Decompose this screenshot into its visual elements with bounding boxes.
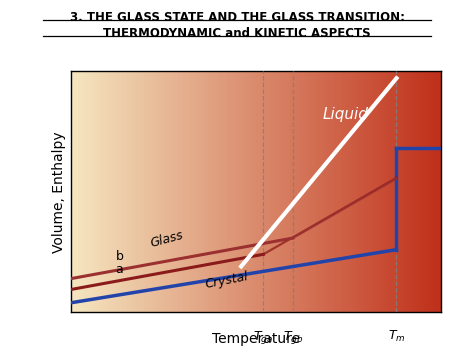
Text: $T_m$: $T_m$ [388,329,405,344]
Text: Liquid: Liquid [322,107,368,122]
Text: b: b [116,251,123,263]
Text: $T_{ga}$: $T_{ga}$ [254,329,273,346]
Text: Glass: Glass [149,229,185,250]
Y-axis label: Volume, Enthalpy: Volume, Enthalpy [52,131,65,252]
Text: THERMODYNAMIC and KINETIC ASPECTS: THERMODYNAMIC and KINETIC ASPECTS [103,27,371,40]
Text: a: a [116,263,123,275]
X-axis label: Temperature: Temperature [212,332,300,346]
Text: $T_{gb}$: $T_{gb}$ [283,329,303,346]
Text: Crystal: Crystal [204,270,250,291]
Text: 3. THE GLASS STATE AND THE GLASS TRANSITION:: 3. THE GLASS STATE AND THE GLASS TRANSIT… [70,11,404,24]
